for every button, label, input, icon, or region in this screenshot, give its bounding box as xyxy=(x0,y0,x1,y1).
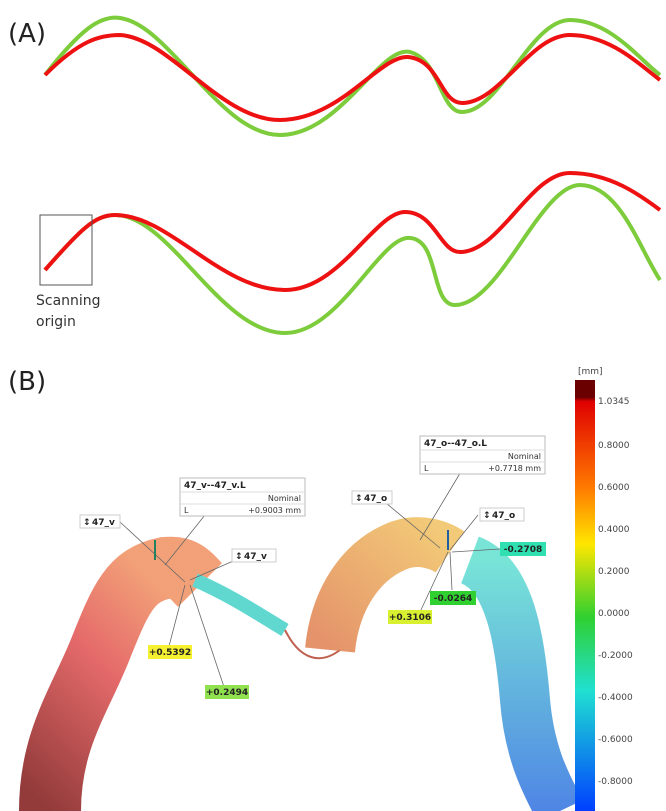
colorbar-tick-label: -0.2000 xyxy=(598,651,633,661)
tag-icon: ↕ xyxy=(355,494,363,504)
origin-box xyxy=(40,215,92,285)
measure-value: +0.9003 mm xyxy=(248,506,301,515)
measure-header: Nominal xyxy=(508,452,541,461)
colorbar-tick-label: 0.4000 xyxy=(598,525,630,535)
measure-row-label: L xyxy=(184,506,189,515)
deviation-label: -0.2708 xyxy=(504,545,542,555)
panel-label: (A) xyxy=(8,19,46,49)
colorbar-tick-label: 0.6000 xyxy=(598,483,630,493)
deviation-label: +0.3106 xyxy=(389,613,431,623)
measure-header: Nominal xyxy=(268,494,301,503)
colorbar-tick-label: 0.0000 xyxy=(598,609,630,619)
measure-title: 47_o--47_o.L xyxy=(424,439,487,449)
tag-icon: ↕ xyxy=(235,552,243,562)
colorbar-tick-label: 0.8000 xyxy=(598,441,630,451)
tag-icon: ↕ xyxy=(483,511,491,521)
tag-label: 47_v xyxy=(92,518,115,528)
tag-label: 47_o xyxy=(492,511,515,521)
colorbar-tick-label: 1.0345 xyxy=(598,397,630,407)
measure-row-label: L xyxy=(424,464,429,473)
annotation: origin xyxy=(36,314,76,330)
deviation-label: -0.0264 xyxy=(434,594,472,604)
colorbar-tick-label: -0.8000 xyxy=(598,777,633,787)
colorbar-tick-label: -0.6000 xyxy=(598,735,633,745)
ribbon xyxy=(470,560,560,811)
tag-label: 47_v xyxy=(244,552,267,562)
deviation-label: +0.5392 xyxy=(149,648,191,658)
colorbar-tick-label: 0.2000 xyxy=(598,567,630,577)
colorbar xyxy=(575,380,595,811)
panel-label: (B) xyxy=(8,367,46,397)
red-curve xyxy=(45,35,660,120)
tag-label: 47_o xyxy=(364,494,387,504)
measure-title: 47_v--47_v.L xyxy=(184,481,246,491)
measure-value: +0.7718 mm xyxy=(488,464,541,473)
colorbar-ticks: 1.0345 0.8000 0.6000 0.4000 0.2000 0.0000 -0.2… xyxy=(598,397,633,787)
tag-icon: ↕ xyxy=(83,518,91,528)
annotation: Scanning xyxy=(36,293,101,309)
green-curve xyxy=(45,185,660,333)
deviation-label: +0.2494 xyxy=(206,688,248,698)
figure: (A) Scanning origin (B) [mm] 1.0345 0.800… xyxy=(0,0,666,811)
colorbar-unit: [mm] xyxy=(578,367,603,377)
colorbar-tick-label: -0.4000 xyxy=(598,693,633,703)
ribbon xyxy=(50,568,200,811)
ribbon xyxy=(195,580,285,630)
